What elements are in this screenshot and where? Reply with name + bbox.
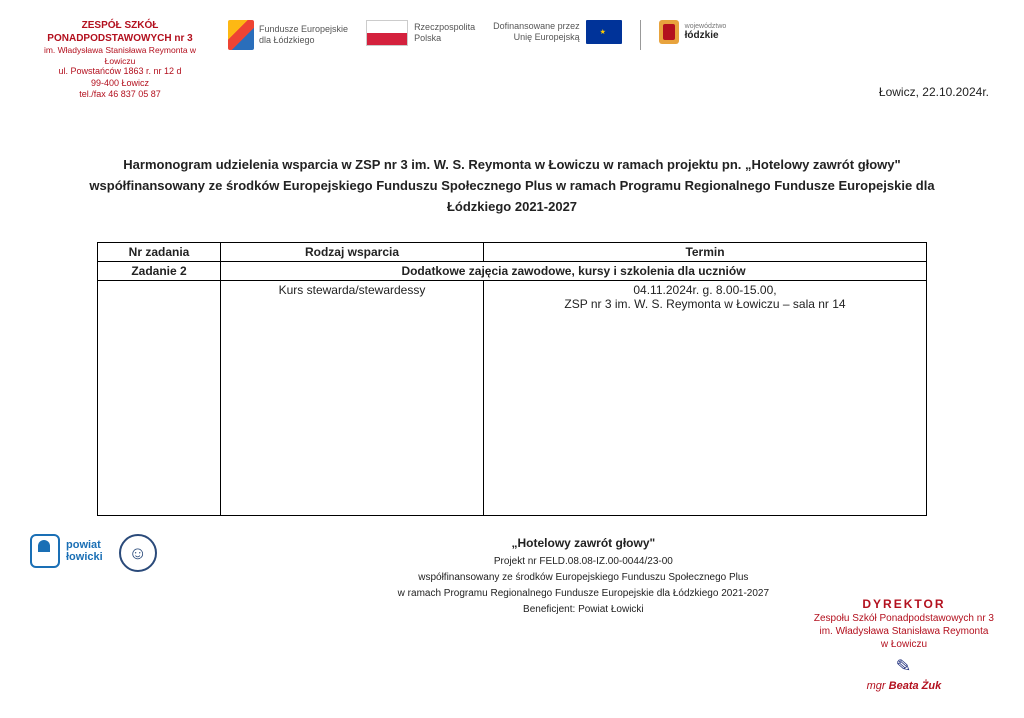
rp-logo-block: Rzeczpospolita Polska bbox=[366, 20, 475, 46]
powiat-logo-block: powiat łowicki bbox=[30, 534, 103, 568]
eu-logo-block: Dofinansowane przez Unię Europejską bbox=[493, 20, 622, 44]
powiat-l1: powiat bbox=[66, 539, 103, 551]
fe-icon bbox=[228, 20, 254, 50]
lodzkie-text: województwo łódzkie bbox=[685, 23, 727, 41]
lodzkie-logo-block: województwo łódzkie bbox=[659, 20, 727, 44]
title-line3: Łódzkiego 2021-2027 bbox=[50, 197, 974, 218]
rp-line2: Polska bbox=[414, 33, 475, 44]
project-title: „Hotelowy zawrót głowy" bbox=[173, 534, 994, 553]
director-stamp: DYREKTOR Zespołu Szkół Ponadpodstawowych… bbox=[814, 597, 994, 693]
footer-l1: współfinansowany ze środków Europejskieg… bbox=[173, 570, 994, 586]
poland-flag-icon bbox=[366, 20, 408, 46]
eu-line2: Unię Europejską bbox=[493, 32, 580, 43]
fe-logo-block: Fundusze Europejskie dla Łódzkiego bbox=[228, 20, 348, 50]
stamp-person: Beata Żuk bbox=[889, 680, 942, 692]
signature-icon: ✎ bbox=[896, 655, 913, 679]
col-task: Nr zadania bbox=[98, 243, 221, 262]
table-subheader-row: Zadanie 2 Dodatkowe zajęcia zawodowe, ku… bbox=[98, 262, 927, 281]
school-patron: im. Władysława Stanisława Reymonta w Łow… bbox=[30, 45, 210, 66]
title-line1: Harmonogram udzielenia wsparcia w ZSP nr… bbox=[50, 155, 974, 176]
powiat-l2: łowicki bbox=[66, 551, 103, 563]
divider bbox=[640, 20, 641, 50]
stamp-l1: Zespołu Szkół Ponadpodstawowych nr 3 bbox=[814, 612, 994, 625]
fe-line2: dla Łódzkiego bbox=[259, 35, 348, 46]
eu-flag-icon bbox=[586, 20, 622, 44]
header-logos: ZESPÓŁ SZKÓŁ PONADPODSTAWOWYCH nr 3 im. … bbox=[30, 20, 994, 100]
term-cell: 04.11.2024r. g. 8.00-15.00, ZSP nr 3 im.… bbox=[484, 281, 927, 516]
task-cell bbox=[98, 281, 221, 516]
lodzkie-name: łódzkie bbox=[685, 30, 719, 41]
rp-line1: Rzeczpospolita bbox=[414, 22, 475, 33]
main-title: Harmonogram udzielenia wsparcia w ZSP nr… bbox=[30, 155, 994, 217]
table-header-row: Nr zadania Rodzaj wsparcia Termin bbox=[98, 243, 927, 262]
eu-text: Dofinansowane przez Unię Europejską bbox=[493, 21, 580, 43]
sub-header: Dodatkowe zajęcia zawodowe, kursy i szko… bbox=[221, 262, 927, 281]
school-block: ZESPÓŁ SZKÓŁ PONADPODSTAWOWYCH nr 3 im. … bbox=[30, 20, 210, 100]
term-line2: ZSP nr 3 im. W. S. Reymonta w Łowiczu – … bbox=[490, 297, 920, 311]
portrait-icon bbox=[119, 534, 157, 572]
fe-text: Fundusze Europejskie dla Łódzkiego bbox=[259, 24, 348, 46]
eu-line1: Dofinansowane przez bbox=[493, 21, 580, 32]
col-term: Termin bbox=[484, 243, 927, 262]
lodzkie-sub: województwo bbox=[685, 23, 727, 30]
rp-text: Rzeczpospolita Polska bbox=[414, 22, 475, 44]
fe-line1: Fundusze Europejskie bbox=[259, 24, 348, 35]
title-line2: współfinansowany ze środków Europejskieg… bbox=[50, 176, 974, 197]
lodzkie-crest-icon bbox=[659, 20, 679, 44]
term-line1: 04.11.2024r. g. 8.00-15.00, bbox=[490, 283, 920, 297]
school-addr1: ul. Powstańców 1863 r. nr 12 d bbox=[30, 66, 210, 77]
task-label: Zadanie 2 bbox=[98, 262, 221, 281]
school-name: ZESPÓŁ SZKÓŁ PONADPODSTAWOWYCH nr 3 bbox=[30, 20, 210, 45]
table-row: Kurs stewarda/stewardessy 04.11.2024r. g… bbox=[98, 281, 927, 516]
document-date: Łowicz, 22.10.2024r. bbox=[879, 85, 989, 99]
school-addr2: 99-400 Łowicz bbox=[30, 78, 210, 89]
school-addr3: tel./fax 46 837 05 87 bbox=[30, 89, 210, 100]
col-kind: Rodzaj wsparcia bbox=[221, 243, 484, 262]
stamp-title: DYREKTOR bbox=[814, 597, 994, 613]
stamp-l3: w Łowiczu bbox=[814, 638, 994, 651]
kind-cell: Kurs stewarda/stewardessy bbox=[221, 281, 484, 516]
powiat-icon bbox=[30, 534, 60, 568]
stamp-prefix: mgr bbox=[867, 680, 886, 692]
project-number: Projekt nr FELD.08.08-IZ.00-0044/23-00 bbox=[173, 554, 994, 570]
powiat-text: powiat łowicki bbox=[66, 539, 103, 563]
stamp-l2: im. Władysława Stanisława Reymonta bbox=[814, 625, 994, 638]
stamp-name: mgr Beata Żuk bbox=[814, 679, 994, 693]
schedule-table: Nr zadania Rodzaj wsparcia Termin Zadani… bbox=[97, 242, 927, 516]
